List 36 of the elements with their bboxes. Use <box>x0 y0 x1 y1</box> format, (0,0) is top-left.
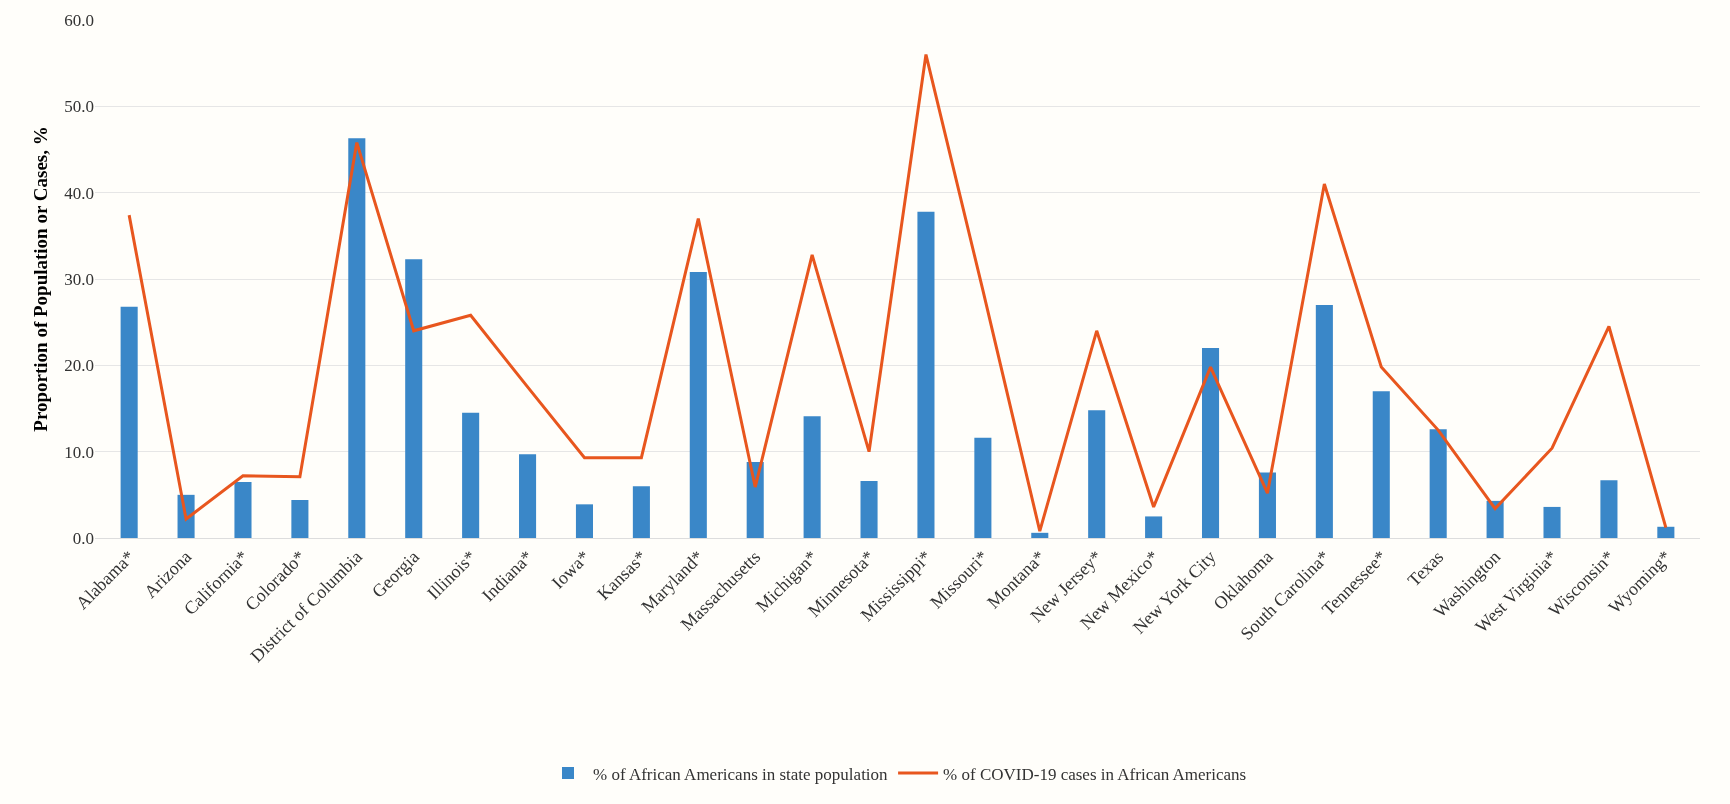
bar <box>462 412 480 538</box>
bar <box>1543 506 1561 538</box>
bar <box>860 481 878 538</box>
bar <box>1315 304 1333 538</box>
bar <box>1201 348 1220 538</box>
legend-label: % of COVID-19 cases in African Americans <box>943 764 1247 784</box>
bar <box>405 259 423 538</box>
bar <box>1657 526 1675 538</box>
bar <box>1429 429 1447 538</box>
bar <box>803 416 821 538</box>
y-tick-label: 20.0 <box>64 356 94 376</box>
bar <box>1486 500 1504 538</box>
bar <box>519 454 537 538</box>
y-tick-label: 30.0 <box>64 269 94 289</box>
y-tick-label: 10.0 <box>64 442 94 462</box>
bar <box>234 481 252 538</box>
y-tick-label: 60.0 <box>64 10 94 30</box>
bar <box>689 272 707 538</box>
bar <box>974 437 992 538</box>
y-tick-label: 50.0 <box>64 97 94 117</box>
bar <box>1600 480 1618 538</box>
legend-label: % of African Americans in state population <box>593 764 889 784</box>
bar <box>632 486 650 538</box>
line-series <box>127 53 1668 533</box>
bar <box>1031 532 1049 538</box>
bar <box>291 500 309 538</box>
bar <box>1372 391 1390 538</box>
y-axis-title: Proportion of Population or Cases, % <box>30 126 51 432</box>
bar <box>348 138 366 538</box>
bar <box>1088 410 1106 538</box>
y-tick-label: 40.0 <box>64 183 94 203</box>
bar <box>575 504 594 538</box>
y-tick-label: 0.0 <box>72 528 94 548</box>
bar <box>1145 516 1163 538</box>
bar <box>917 211 935 538</box>
bar <box>120 306 138 538</box>
